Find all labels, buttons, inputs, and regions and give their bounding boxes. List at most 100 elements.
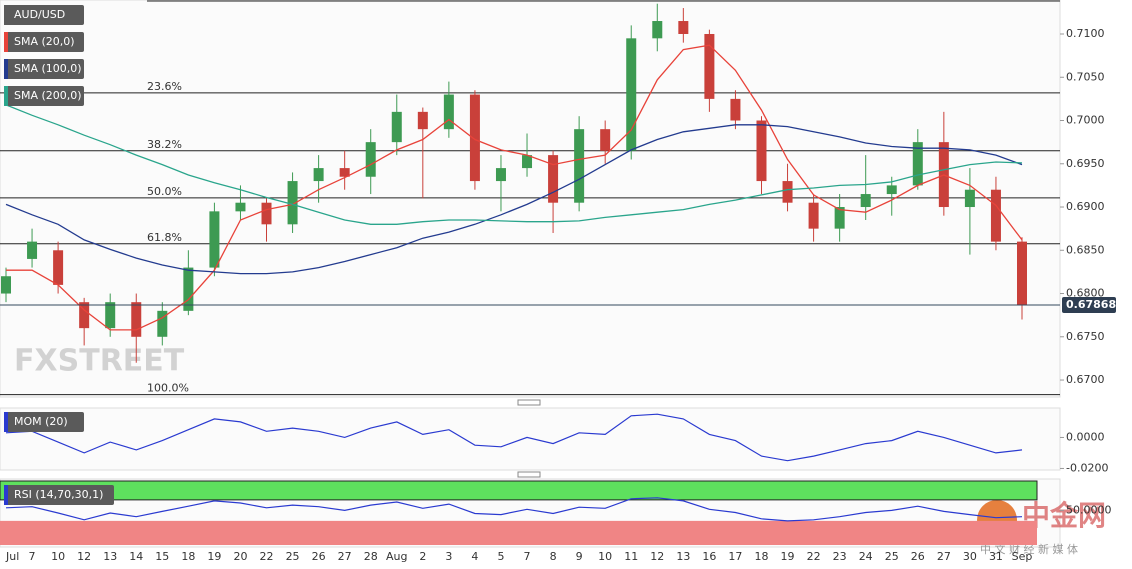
x-tick-label: 9 — [576, 550, 583, 563]
fib-label: 38.2% — [147, 138, 182, 151]
legend-label: RSI (14,70,30,1) — [14, 488, 103, 501]
plot-layer: 0.6700 0.6750 0.6800 0.6850 0.6900 0.6950 0.70… — [0, 0, 1116, 563]
candle-body — [834, 207, 845, 229]
last-price-tag — [1062, 296, 1116, 313]
panel-grip[interactable] — [517, 471, 541, 478]
candle-body — [990, 189, 1001, 242]
candle-body — [27, 241, 38, 259]
y-tick-label: 0.7100 — [1066, 27, 1105, 40]
x-tick-label: Aug — [386, 550, 407, 563]
x-tick-label: 27 — [338, 550, 352, 563]
watermark: FXSTREET — [14, 344, 185, 379]
y-tick-label: 0.7050 — [1066, 70, 1105, 83]
candle-body — [912, 142, 923, 186]
mom-panel — [0, 407, 1061, 471]
candle-body — [756, 120, 767, 182]
candle-body — [235, 202, 246, 212]
x-tick-label: 26 — [312, 550, 326, 563]
fib-label: 23.6% — [147, 80, 182, 93]
fib-label: 50.0% — [147, 185, 182, 198]
candle-body — [600, 129, 611, 151]
legend-swatch — [4, 412, 8, 432]
x-tick-label: 5 — [497, 550, 504, 563]
sma-line — [5, 104, 1023, 225]
legend-box — [4, 5, 84, 25]
candle-body — [209, 211, 220, 268]
main-panel — [0, 0, 1061, 398]
legend-box — [4, 32, 84, 52]
candle-body — [313, 168, 324, 182]
y-tick-label: 0.6700 — [1066, 373, 1105, 386]
overbought-zone — [0, 480, 1038, 501]
x-tick-label: 16 — [702, 550, 716, 563]
x-tick-label: 24 — [859, 550, 873, 563]
y-tick-label: 0.6750 — [1066, 330, 1105, 343]
x-tick-label: 12 — [77, 550, 91, 563]
candle-body — [860, 194, 871, 208]
x-tick-label: 7 — [29, 550, 36, 563]
x-tick-label: 26 — [911, 550, 925, 563]
legend-item: RSI (14,70,30,1) — [4, 485, 114, 505]
candle-body — [443, 94, 454, 130]
x-tick-label: 10 — [51, 550, 65, 563]
legend-label: MOM (20) — [14, 415, 68, 428]
candle-body — [964, 189, 975, 208]
candle-body — [808, 202, 819, 229]
x-tick-label: 30 — [963, 550, 977, 563]
x-tick-label: 10 — [598, 550, 612, 563]
candle-body — [261, 202, 272, 225]
x-tick-label: 11 — [624, 550, 638, 563]
last-price-label: 0.67868 — [1066, 298, 1116, 311]
x-tick-label: 25 — [885, 550, 899, 563]
x-tick-label: 27 — [937, 550, 951, 563]
legend-swatch — [4, 5, 8, 25]
legend-item: MOM (20) — [4, 412, 84, 432]
y-tick-label: 0.6800 — [1066, 287, 1105, 300]
y-tick-label: 0.6900 — [1066, 200, 1105, 213]
candle-body — [886, 185, 897, 195]
candle-body — [730, 98, 741, 121]
candle-body — [287, 181, 298, 225]
x-tick-label: 13 — [676, 550, 690, 563]
indicator-line — [5, 413, 1023, 462]
x-tick-label: 2 — [419, 550, 426, 563]
x-tick-label: 8 — [550, 550, 557, 563]
oversold-zone — [0, 520, 1037, 545]
y-tick-label: 0.7000 — [1066, 114, 1105, 127]
candle-body — [391, 111, 402, 143]
panel-grip[interactable] — [517, 399, 541, 406]
legend-swatch — [4, 32, 8, 52]
x-tick-label: 14 — [129, 550, 143, 563]
fib-label: 100.0% — [147, 382, 189, 395]
legend-swatch — [4, 59, 8, 79]
sma-line — [5, 124, 1023, 275]
legend-item: SMA (100,0) — [4, 59, 84, 79]
candle-body — [131, 302, 142, 337]
candle-body — [626, 38, 637, 151]
legend-swatch — [4, 86, 8, 106]
x-tick-label: 4 — [471, 550, 478, 563]
legend-box — [4, 485, 114, 505]
legend-label: SMA (20,0) — [14, 35, 75, 48]
x-tick-label: Sep — [1012, 550, 1033, 563]
y-tick-label: 0.6850 — [1066, 243, 1105, 256]
legend-box — [4, 86, 84, 106]
candle-body — [782, 181, 793, 203]
candle-body — [1017, 241, 1027, 305]
legend-item: SMA (20,0) — [4, 32, 84, 52]
y-tick-label: 50.0000 — [1066, 503, 1112, 516]
candle-body — [183, 267, 194, 311]
legend-item: AUD/USD — [4, 5, 84, 25]
candle-body — [339, 168, 350, 177]
candle-body — [365, 142, 376, 177]
fib-label: 61.8% — [147, 231, 182, 244]
candle-body — [417, 111, 428, 130]
candle-body — [469, 94, 480, 182]
watermark: 中 文 财 经 新 媒 体 — [980, 542, 1078, 556]
x-tick-label: 7 — [524, 550, 531, 563]
legend-label: SMA (100,0) — [14, 62, 82, 75]
x-tick-label: 25 — [286, 550, 300, 563]
x-tick-label: 3 — [445, 550, 452, 563]
sma-line — [6, 44, 1023, 331]
candle-body — [79, 302, 90, 329]
